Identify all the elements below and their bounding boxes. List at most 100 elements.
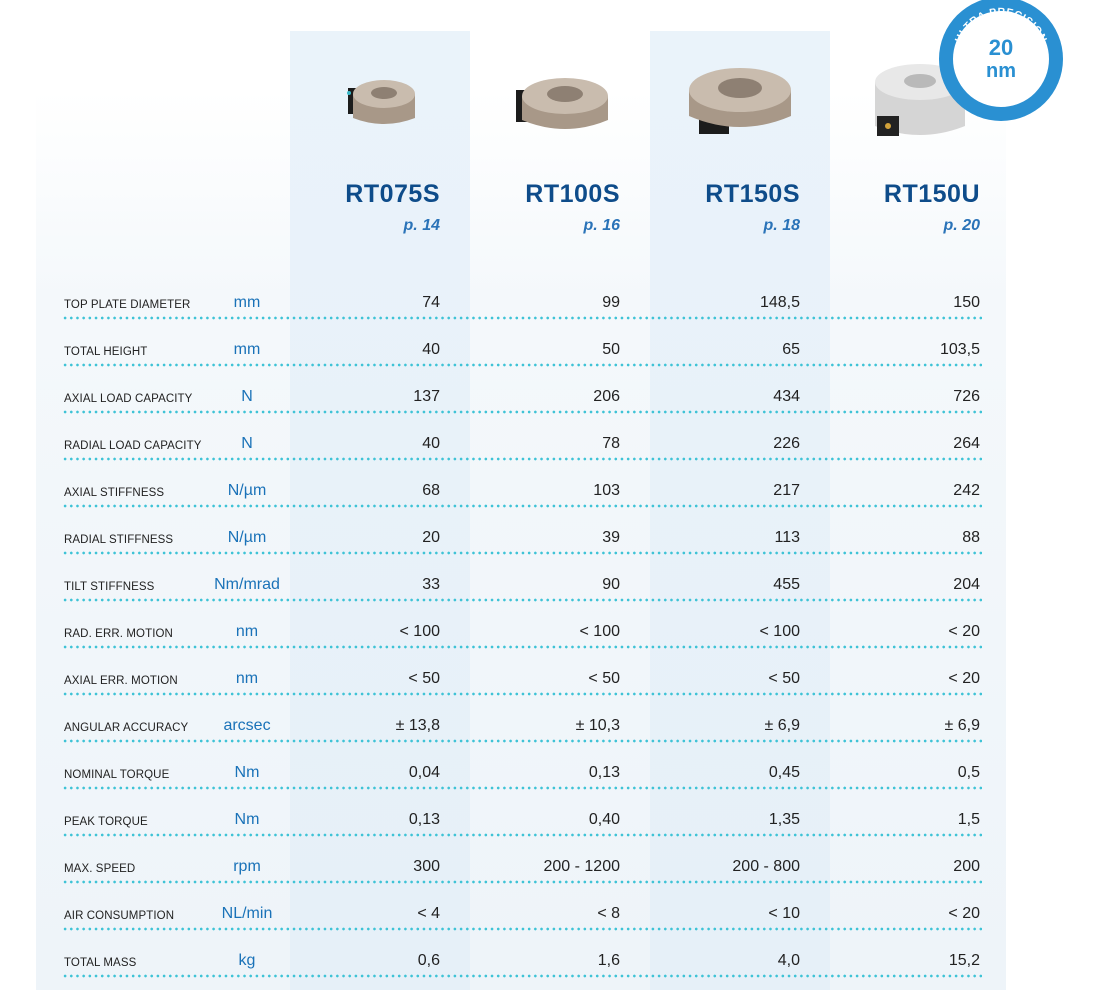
spec-value: 1,5 [957,811,980,828]
spec-value: 1,6 [597,952,620,969]
spec-value: < 100 [759,623,800,640]
spec-unit: rpm [233,858,261,875]
spec-label: TOP PLATE DIAMETER [64,299,191,311]
spec-value: 0,04 [408,764,440,781]
spec-row: AXIAL STIFFNESS N/µm 68 103 217 242 [62,461,982,508]
spec-label: NOMINAL TORQUE [64,769,170,781]
spec-value: ± 10,3 [575,717,620,734]
spec-value: ± 13,8 [395,717,440,734]
spec-value: 39 [602,529,620,546]
spec-value: < 20 [948,623,980,640]
spec-value: 0,6 [417,952,440,969]
spec-unit: Nm/mrad [214,576,280,593]
spec-value: 103 [593,482,620,499]
spec-value: < 20 [948,905,980,922]
spec-value: 200 - 1200 [543,858,620,875]
spec-value: 0,13 [588,764,620,781]
spec-unit: N [241,388,253,405]
spec-value: 0,13 [408,811,440,828]
ultra-precision-badge: ULTRA PRECISION ERROR MOTION 20 nm [939,0,1063,121]
spec-unit: mm [233,341,261,358]
spec-row: RAD. ERR. MOTION nm < 100 < 100 < 100 < … [62,602,982,649]
spec-value: 242 [953,482,980,499]
rt100s-product-image [516,78,608,129]
spec-value: 99 [602,294,620,311]
page-reference: p. 20 [943,217,980,234]
spec-label: AXIAL STIFFNESS [64,487,165,499]
spec-unit: N/µm [227,482,267,499]
spec-value: 4,0 [777,952,800,969]
spec-unit: Nm [234,811,260,828]
spec-row: RADIAL STIFFNESS N/µm 20 39 113 88 [62,508,982,555]
badge-unit: nm [986,60,1016,82]
spec-value: 150 [953,294,980,311]
spec-value: < 100 [579,623,620,640]
spec-label: AIR CONSUMPTION [64,910,175,922]
spec-row: RADIAL LOAD CAPACITY N 40 78 226 264 [62,414,982,461]
spec-value: 434 [773,388,800,405]
spec-value: 113 [774,529,800,546]
spec-row: NOMINAL TORQUE Nm 0,04 0,13 0,45 0,5 [62,743,982,790]
spec-value: 206 [593,388,620,405]
spec-value: 200 - 800 [732,858,800,875]
spec-label: RAD. ERR. MOTION [64,628,173,640]
spec-value: 0,45 [768,764,800,781]
spec-label: PEAK TORQUE [64,816,148,828]
spec-value: 217 [773,482,800,499]
model-name: RT100S [525,180,620,208]
spec-label: TILT STIFFNESS [64,581,155,593]
spec-value: 40 [422,341,440,358]
spec-unit: mm [233,294,261,311]
spec-value: 65 [782,341,800,358]
spec-value: < 20 [948,670,980,687]
spec-value: 455 [773,576,800,593]
spec-label: MAX. SPEED [64,863,136,875]
spec-value: 200 [953,858,980,875]
page-reference: p. 18 [763,217,800,234]
spec-value: 68 [422,482,440,499]
badge-value: 20 [989,35,1013,60]
spec-label: TOTAL MASS [64,957,137,969]
spec-unit: Nm [234,764,260,781]
spec-label: AXIAL LOAD CAPACITY [64,393,193,405]
spec-unit: N [241,435,253,452]
spec-label: ANGULAR ACCURACY [64,722,189,734]
spec-value: 1,35 [768,811,800,828]
spec-unit: nm [235,670,259,687]
rt075s-product-image [347,80,415,124]
spec-value: < 8 [597,905,620,922]
spec-value: 204 [953,576,980,593]
spec-value: < 10 [768,905,800,922]
spec-value: 148,5 [759,294,800,311]
spec-value: 50 [602,341,620,358]
spec-value: 226 [773,435,800,452]
spec-label: TOTAL HEIGHT [64,346,148,358]
spec-row: AIR CONSUMPTION NL/min < 4 < 8 < 10 < 20 [62,884,982,931]
model-name: RT075S [345,180,440,208]
page-reference: p. 14 [403,217,440,234]
spec-value: 103,5 [939,341,980,358]
spec-row: TOTAL HEIGHT mm 40 50 65 103,5 [62,320,982,367]
spec-label: AXIAL ERR. MOTION [64,675,178,687]
spec-row: TOP PLATE DIAMETER mm 74 99 148,5 150 [62,273,982,320]
page-reference: p. 16 [583,217,620,234]
spec-unit: kg [238,952,256,969]
spec-value: 78 [602,435,620,452]
spec-value: < 4 [417,905,440,922]
spec-value: ± 6,9 [764,717,800,734]
rt150u-product-image [875,64,965,136]
spec-unit: NL/min [221,905,273,922]
spec-value: < 100 [399,623,440,640]
spec-row: TOTAL MASS kg 0,6 1,6 4,0 15,2 [62,931,982,978]
spec-row: ANGULAR ACCURACY arcsec ± 13,8 ± 10,3 ± … [62,696,982,743]
spec-value: < 50 [408,670,440,687]
spec-value: 20 [422,529,440,546]
spec-value: 726 [953,388,980,405]
spec-value: < 50 [588,670,620,687]
spec-value: 33 [422,576,440,593]
spec-value: 300 [413,858,440,875]
spec-value: 264 [953,435,980,452]
spec-row: TILT STIFFNESS Nm/mrad 33 90 455 204 [62,555,982,602]
spec-row: MAX. SPEED rpm 300 200 - 1200 200 - 800 … [62,837,982,884]
model-name: RT150S [705,180,800,208]
